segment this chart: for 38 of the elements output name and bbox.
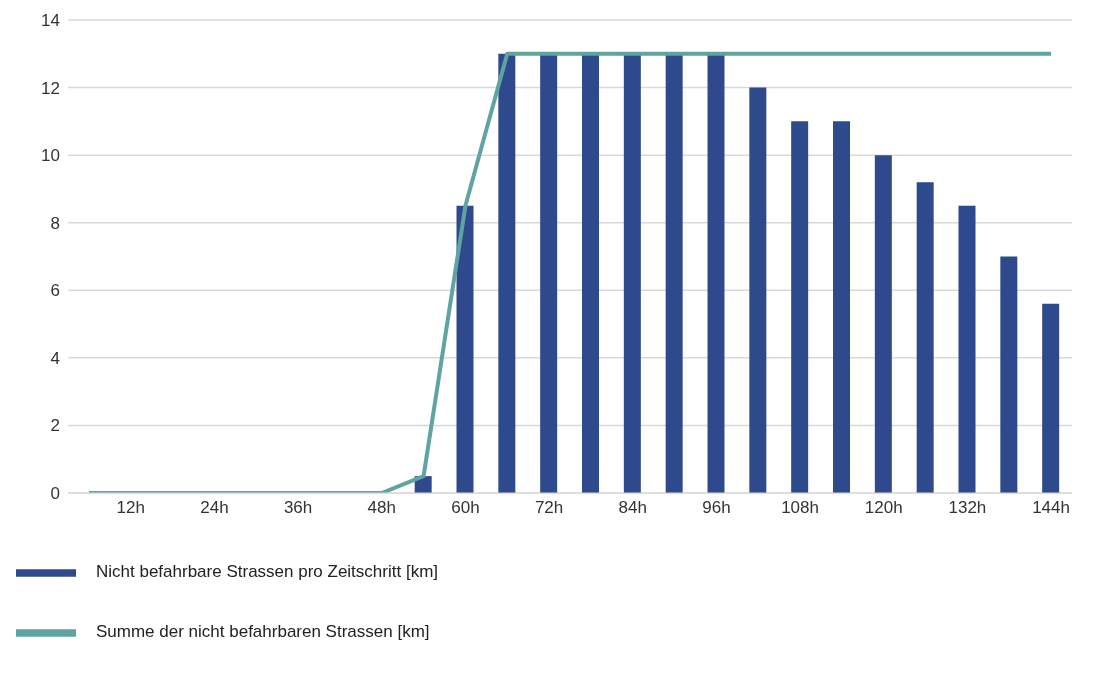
y-tick-label: 10 bbox=[41, 146, 60, 166]
bar bbox=[1000, 256, 1018, 493]
bar bbox=[623, 53, 641, 493]
legend-label: Nicht befahrbare Strassen pro Zeitschritt [km] bbox=[96, 562, 439, 582]
bar bbox=[791, 121, 809, 493]
bar bbox=[749, 87, 767, 493]
y-tick-label: 6 bbox=[50, 281, 60, 301]
y-tick-label: 8 bbox=[50, 213, 60, 233]
y-tick-label: 2 bbox=[50, 416, 60, 436]
x-tick-label: 24h bbox=[200, 498, 229, 518]
x-tick-label: 36h bbox=[283, 498, 313, 518]
y-tick-label: 0 bbox=[50, 484, 60, 504]
bar bbox=[707, 53, 725, 493]
x-tick-label: 72h bbox=[534, 498, 564, 518]
y-tick-label: 14 bbox=[41, 11, 60, 31]
bar bbox=[1042, 303, 1060, 493]
x-tick-label: 12h bbox=[116, 498, 145, 518]
bar bbox=[665, 53, 683, 493]
x-tick-label: 84h bbox=[618, 498, 647, 518]
x-tick-label: 132h bbox=[948, 498, 987, 518]
bar bbox=[456, 205, 474, 493]
x-tick-label: 120h bbox=[864, 498, 903, 518]
x-tick-label: 48h bbox=[367, 498, 396, 518]
x-tick-label: 60h bbox=[451, 498, 480, 518]
bar bbox=[582, 53, 599, 493]
x-tick-label: 108h bbox=[781, 498, 819, 518]
bar bbox=[540, 53, 558, 493]
x-tick-label: 144h bbox=[1032, 498, 1070, 518]
x-tick-label: 96h bbox=[702, 498, 731, 518]
line-series bbox=[86, 51, 1054, 493]
y-tick-label: 4 bbox=[50, 348, 60, 368]
bar bbox=[916, 182, 934, 493]
bar bbox=[958, 205, 976, 493]
bar bbox=[498, 53, 516, 493]
legend-label: Summe der nicht befahrbaren Strassen [km] bbox=[96, 622, 430, 642]
y-tick-label: 12 bbox=[41, 78, 60, 98]
bar bbox=[833, 121, 850, 493]
bar bbox=[874, 155, 892, 493]
